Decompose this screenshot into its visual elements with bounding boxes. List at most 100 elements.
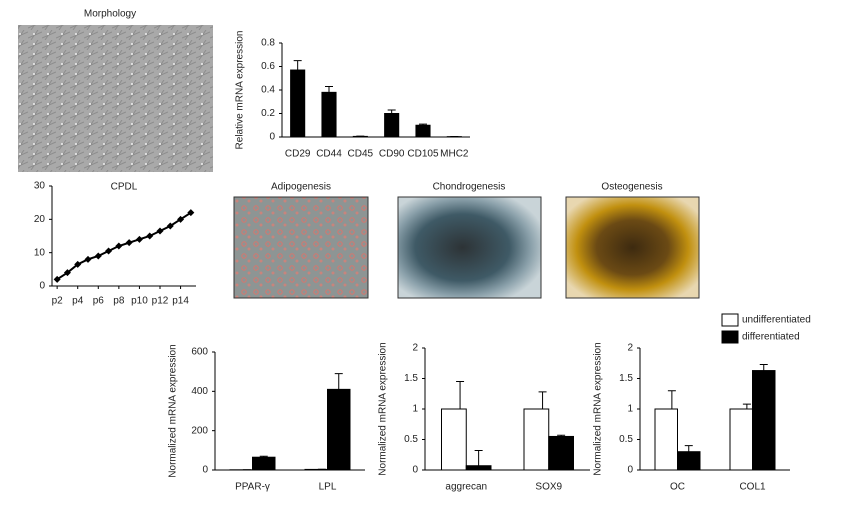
chondrogenesis-image [397, 196, 542, 299]
bar [752, 370, 776, 471]
x-tick-label: LPL [319, 482, 337, 493]
x-tick-label: COL1 [739, 482, 766, 493]
bar [729, 408, 753, 471]
x-tick-label: CD44 [316, 149, 342, 160]
x-tick-label: aggrecan [445, 482, 487, 493]
x-tick-label: p12 [152, 296, 169, 307]
x-tick-label: p8 [113, 296, 125, 307]
y-tick-label: 400 [191, 386, 208, 397]
bar [441, 408, 467, 471]
y-tick-label: 1.5 [619, 373, 633, 384]
error-bar [684, 445, 693, 452]
adipogenesis-image [233, 196, 369, 299]
image-title: Osteogenesis [601, 182, 662, 193]
error-bar [538, 391, 547, 409]
chart-title: CPDL [111, 182, 138, 193]
marker [115, 242, 123, 250]
error-bar [387, 109, 396, 114]
y-tick-label: 0 [627, 465, 633, 476]
error-bar [456, 381, 465, 409]
x-tick-label: CD90 [379, 149, 405, 160]
error-bar [667, 390, 676, 409]
legend-swatch [721, 330, 739, 344]
error-bar [293, 60, 302, 71]
y-tick-label: 0.8 [261, 38, 275, 49]
x-tick-label: PPAR-γ [235, 482, 270, 493]
y-axis-label: Normalized mRNA expression [593, 342, 604, 475]
bar [548, 435, 574, 471]
marker [177, 215, 185, 223]
x-tick-label: p2 [52, 296, 64, 307]
marker [146, 232, 154, 240]
marker [105, 247, 113, 255]
y-tick-label: 1 [412, 404, 418, 415]
x-tick-label: p6 [93, 296, 105, 307]
marker [74, 260, 82, 268]
y-tick-label: 2 [627, 343, 633, 354]
y-tick-label: 1.5 [404, 373, 418, 384]
marker [125, 239, 133, 247]
y-tick-label: 0.5 [619, 434, 633, 445]
y-tick-label: 0 [412, 465, 418, 476]
marker [166, 222, 174, 230]
image-title: Chondrogenesis [433, 182, 506, 193]
y-tick-label: 600 [191, 347, 208, 358]
marker [53, 275, 61, 283]
y-tick-label: 0 [202, 465, 208, 476]
y-tick-label: 0 [269, 132, 275, 143]
y-tick-label: 0.6 [261, 61, 275, 72]
line [56, 211, 192, 281]
y-axis-label: Normalized mRNA expression [168, 344, 179, 477]
error-bar [557, 434, 566, 437]
bar [321, 91, 337, 138]
bar [465, 465, 492, 471]
error-bar [474, 449, 483, 466]
error-bar [334, 373, 343, 390]
x-tick-label: p14 [172, 296, 189, 307]
marker [135, 235, 143, 243]
legend-label: differentiated [742, 332, 800, 343]
marker [63, 269, 71, 277]
x-tick-label: SOX9 [535, 482, 562, 493]
error-bar [325, 85, 333, 93]
y-tick-label: 20 [34, 214, 46, 225]
bar [677, 451, 701, 471]
marker [84, 255, 92, 263]
error-bar [419, 123, 427, 126]
x-tick-label: CD29 [285, 149, 311, 160]
marker [94, 252, 102, 260]
y-tick-label: 10 [34, 247, 46, 258]
bar [384, 113, 400, 138]
bar [290, 69, 306, 138]
morphology-image [18, 25, 213, 172]
x-tick-label: CD105 [407, 149, 439, 160]
y-tick-label: 30 [34, 181, 46, 192]
bar [654, 408, 678, 471]
x-tick-label: p4 [72, 296, 84, 307]
legend-label: undifferentiated [742, 315, 811, 326]
bar [327, 388, 351, 471]
y-tick-label: 1 [627, 404, 633, 415]
y-tick-label: 0 [39, 281, 45, 292]
marker [156, 227, 164, 235]
osteogenesis-image [565, 196, 700, 299]
y-axis-label: Normalized mRNA expression [378, 342, 389, 475]
y-tick-label: 2 [412, 343, 418, 354]
x-tick-label: p10 [131, 296, 148, 307]
image-title: Adipogenesis [271, 182, 331, 193]
x-tick-label: OC [670, 482, 685, 493]
marker [187, 209, 195, 217]
bar [523, 408, 550, 471]
error-bar [759, 363, 768, 371]
y-tick-label: 200 [191, 425, 208, 436]
x-tick-label: MHC2 [440, 149, 469, 160]
error-bar [259, 455, 268, 458]
y-tick-label: 0.5 [404, 434, 418, 445]
legend-swatch [721, 313, 739, 327]
y-tick-label: 0.2 [261, 108, 275, 119]
error-bar [742, 403, 751, 409]
y-tick-label: 0.4 [261, 85, 275, 96]
image-title: Morphology [84, 9, 136, 20]
